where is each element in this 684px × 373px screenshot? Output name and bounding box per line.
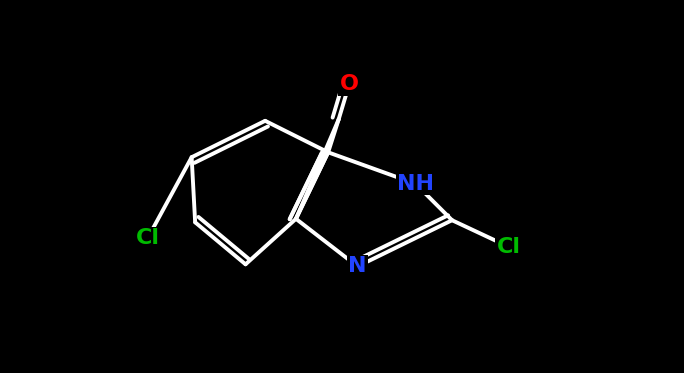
Text: O: O bbox=[340, 75, 358, 94]
Text: N: N bbox=[348, 256, 367, 276]
Text: Cl: Cl bbox=[497, 237, 521, 257]
Text: Cl: Cl bbox=[135, 228, 159, 248]
Text: NH: NH bbox=[397, 174, 434, 194]
